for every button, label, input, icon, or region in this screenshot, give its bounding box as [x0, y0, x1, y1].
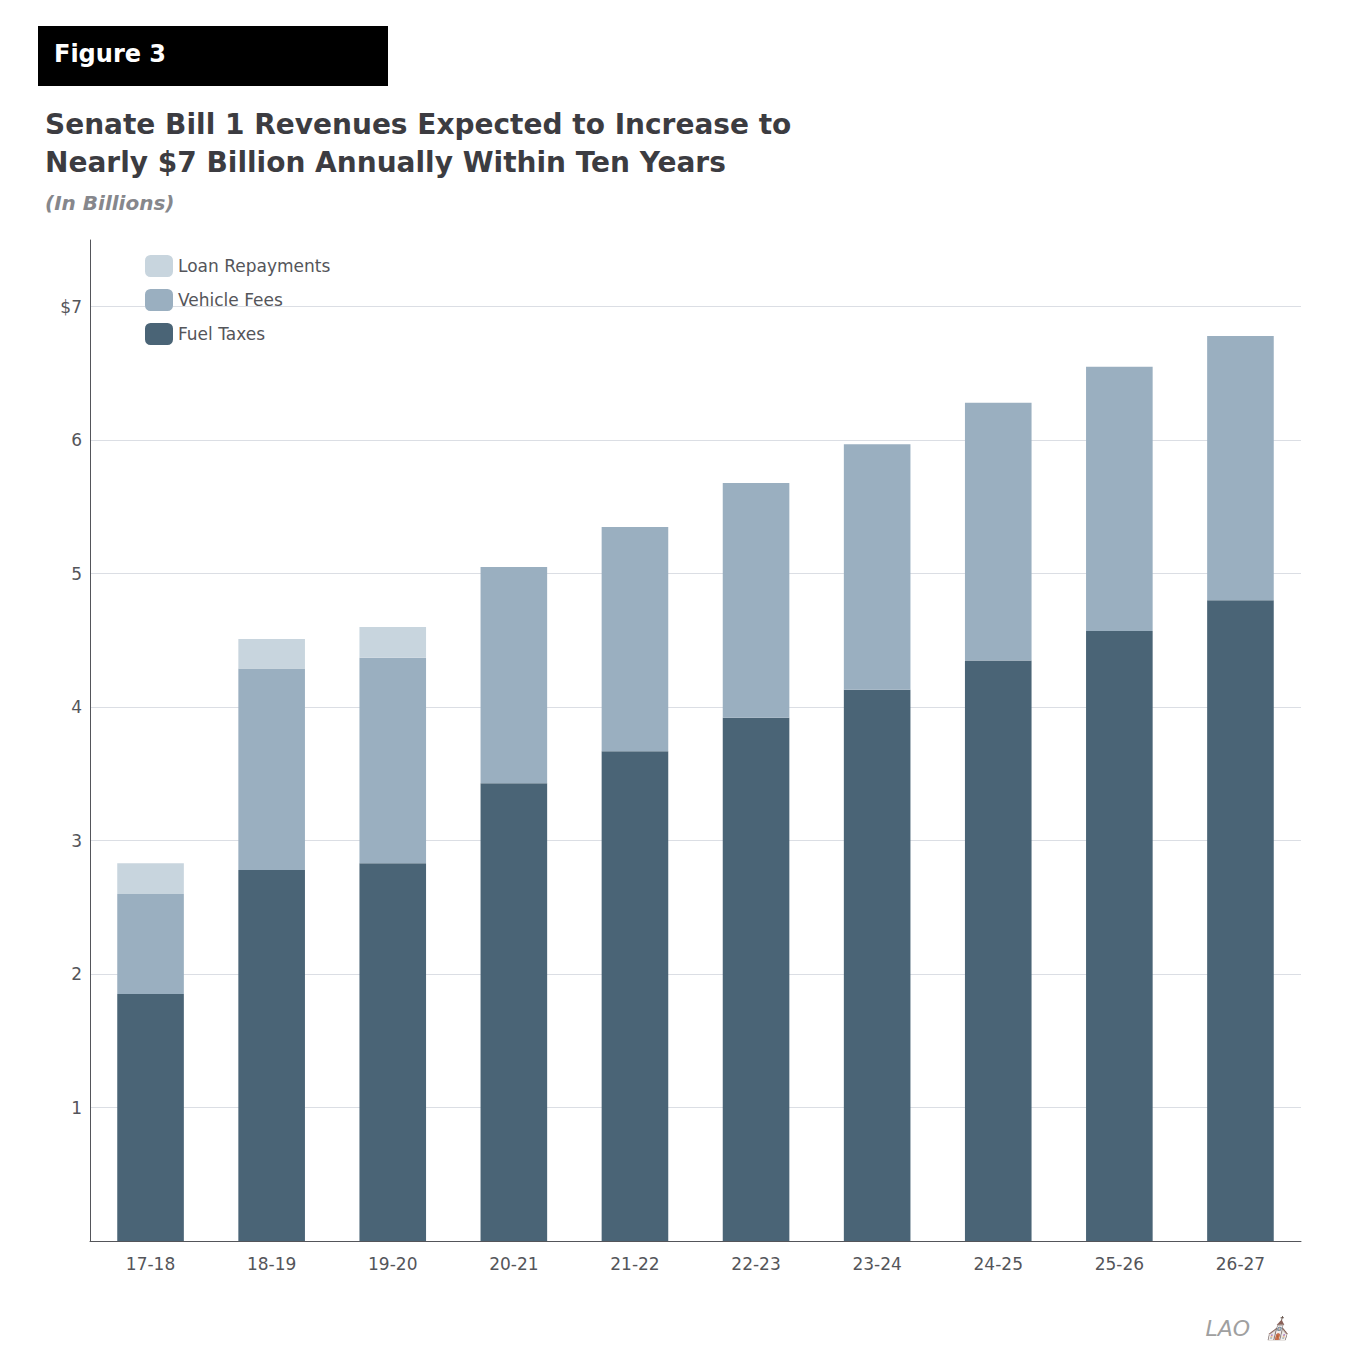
- svg-text:(In Billions): (In Billions): [45, 191, 174, 215]
- svg-text:19-20: 19-20: [368, 1254, 417, 1274]
- svg-text:22-23: 22-23: [731, 1254, 780, 1274]
- svg-text:18-19: 18-19: [247, 1254, 296, 1274]
- svg-text:20-21: 20-21: [489, 1254, 538, 1274]
- svg-text:21-22: 21-22: [610, 1254, 659, 1274]
- svg-text:Senate Bill 1 Revenues Expecte: Senate Bill 1 Revenues Expected to Incre…: [45, 108, 791, 141]
- svg-text:Nearly $7 Billion Annually Wit: Nearly $7 Billion Annually Within Ten Ye…: [45, 146, 726, 179]
- svg-text:Fuel Taxes: Fuel Taxes: [178, 324, 265, 344]
- svg-text:Loan Repayments: Loan Repayments: [178, 256, 330, 276]
- svg-text:Figure 3: Figure 3: [54, 40, 166, 68]
- svg-text:6: 6: [71, 430, 82, 450]
- svg-text:2: 2: [71, 964, 82, 984]
- svg-text:4: 4: [71, 697, 82, 717]
- svg-text:$7: $7: [60, 297, 82, 317]
- svg-text:LAO ⛪: LAO ⛪: [1205, 1315, 1294, 1341]
- svg-text:23-24: 23-24: [852, 1254, 901, 1274]
- svg-text:25-26: 25-26: [1095, 1254, 1144, 1274]
- svg-text:17-18: 17-18: [126, 1254, 175, 1274]
- svg-text:Vehicle Fees: Vehicle Fees: [178, 290, 283, 310]
- svg-text:24-25: 24-25: [974, 1254, 1023, 1274]
- svg-text:5: 5: [71, 564, 82, 584]
- svg-text:26-27: 26-27: [1216, 1254, 1265, 1274]
- svg-text:1: 1: [71, 1098, 82, 1118]
- svg-text:3: 3: [71, 831, 82, 851]
